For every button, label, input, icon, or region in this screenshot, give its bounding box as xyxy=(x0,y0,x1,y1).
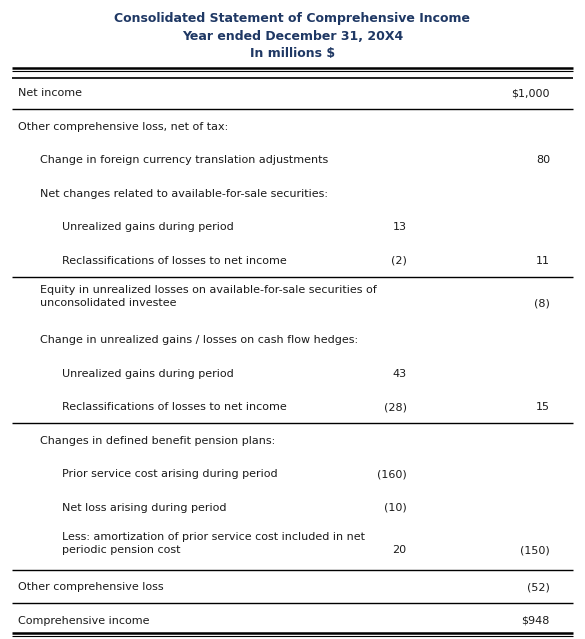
Text: (28): (28) xyxy=(384,402,407,412)
Text: Change in unrealized gains / losses on cash flow hedges:: Change in unrealized gains / losses on c… xyxy=(40,335,359,345)
Text: Unrealized gains during period: Unrealized gains during period xyxy=(63,369,234,379)
Text: Other comprehensive loss: Other comprehensive loss xyxy=(18,582,164,592)
Text: Reclassifications of losses to net income: Reclassifications of losses to net incom… xyxy=(63,256,287,266)
Text: Less: amortization of prior service cost included in net: Less: amortization of prior service cost… xyxy=(63,532,366,543)
Text: Net loss arising during period: Net loss arising during period xyxy=(63,503,227,512)
Text: $948: $948 xyxy=(521,616,550,626)
Text: (8): (8) xyxy=(534,298,550,308)
Text: (150): (150) xyxy=(520,545,550,555)
Text: In millions $: In millions $ xyxy=(250,47,335,60)
Text: Reclassifications of losses to net income: Reclassifications of losses to net incom… xyxy=(63,402,287,412)
Text: Consolidated Statement of Comprehensive Income: Consolidated Statement of Comprehensive … xyxy=(115,12,470,25)
Text: Unrealized gains during period: Unrealized gains during period xyxy=(63,222,234,232)
Text: 20: 20 xyxy=(393,545,407,555)
Text: unconsolidated investee: unconsolidated investee xyxy=(40,298,177,308)
Text: Net income: Net income xyxy=(18,88,82,98)
Text: 15: 15 xyxy=(536,402,550,412)
Text: 80: 80 xyxy=(536,155,550,166)
Text: 13: 13 xyxy=(393,222,407,232)
Text: periodic pension cost: periodic pension cost xyxy=(63,545,181,555)
Text: 11: 11 xyxy=(536,256,550,266)
Text: (2): (2) xyxy=(391,256,407,266)
Text: Changes in defined benefit pension plans:: Changes in defined benefit pension plans… xyxy=(40,436,276,446)
Text: Equity in unrealized losses on available-for-sale securities of: Equity in unrealized losses on available… xyxy=(40,286,377,295)
Text: Change in foreign currency translation adjustments: Change in foreign currency translation a… xyxy=(40,155,329,166)
Text: Prior service cost arising during period: Prior service cost arising during period xyxy=(63,469,278,479)
Text: (160): (160) xyxy=(377,469,407,479)
Text: Year ended December 31, 20X4: Year ended December 31, 20X4 xyxy=(182,29,403,43)
Text: (52): (52) xyxy=(527,582,550,592)
Text: (10): (10) xyxy=(384,503,407,512)
Text: 43: 43 xyxy=(393,369,407,379)
Text: Comprehensive income: Comprehensive income xyxy=(18,616,150,626)
Text: Net changes related to available-for-sale securities:: Net changes related to available-for-sal… xyxy=(40,189,328,199)
Text: $1,000: $1,000 xyxy=(511,88,550,98)
Text: Other comprehensive loss, net of tax:: Other comprehensive loss, net of tax: xyxy=(18,122,228,132)
